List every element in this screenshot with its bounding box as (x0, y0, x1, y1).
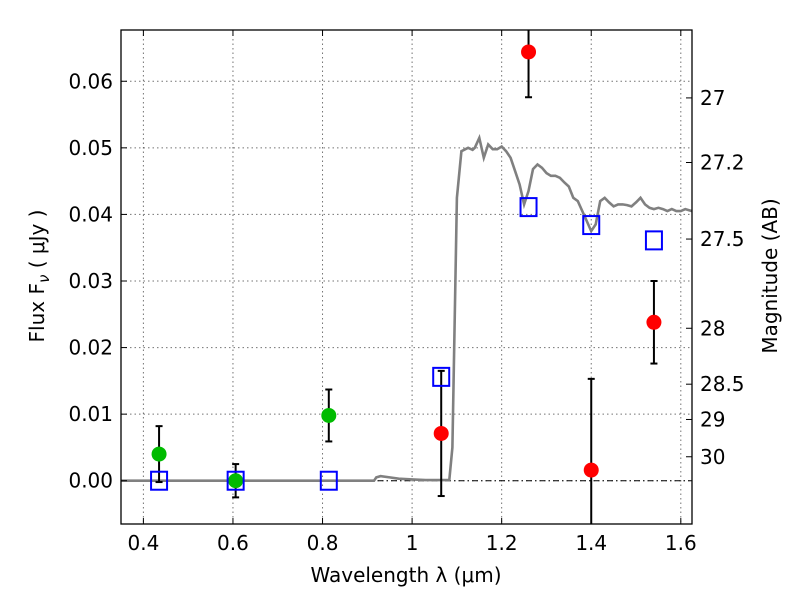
y-tick-label: 0.03 (68, 269, 113, 293)
y-axis-label-sub: ν (35, 275, 53, 283)
x-axis-ticks: 0.4 0.6 0.8 1 1.2 1.4 1.6 (127, 30, 697, 555)
data-point (646, 314, 662, 330)
y-tick-label: 0.02 (68, 336, 113, 360)
x-tick-label: 1.2 (486, 531, 518, 555)
data-point (583, 462, 599, 478)
y2-tick-label: 30 (700, 445, 725, 469)
spectrum-layer (121, 133, 693, 483)
model-spectrum-line (121, 133, 693, 483)
x-tick-label: 0.6 (217, 531, 249, 555)
model-box-marker (432, 366, 451, 387)
model-box-marker (226, 470, 245, 491)
y-axis-label-unit: ( μJy ) (25, 210, 49, 275)
y-axis-ticks: 0.00 0.01 0.02 0.03 0.04 0.05 0.06 (68, 69, 127, 493)
y2-tick-label: 28 (700, 316, 725, 340)
data-point (433, 425, 449, 441)
y2-tick-label: 28.5 (700, 372, 745, 396)
y-tick-label: 0.01 (68, 402, 113, 426)
y-tick-label: 0.06 (68, 69, 113, 93)
data-point (228, 473, 244, 489)
model-box-marker (319, 470, 338, 491)
y2-tick-label: 29 (700, 407, 725, 431)
data-point (521, 44, 537, 60)
x-axis-label: Wavelength λ (μm) (310, 563, 501, 587)
y-tick-label: 0.04 (68, 202, 113, 226)
x-tick-label: 1.6 (665, 531, 697, 555)
model-box-marker (150, 470, 169, 491)
y-tick-label: 0.00 (68, 469, 113, 493)
y-axis-label-main: Flux F (25, 283, 49, 342)
x-tick-label: 0.4 (127, 531, 159, 555)
y2-tick-label: 27.2 (700, 150, 745, 174)
data-point (321, 407, 337, 423)
y-tick-label: 0.05 (68, 136, 113, 160)
plot-frame (120, 29, 693, 525)
data-point (151, 446, 167, 462)
x-tick-label: 1 (406, 531, 419, 555)
y2-axis-label: Magnitude (AB) (758, 198, 782, 353)
y2-tick-label: 27 (700, 86, 725, 110)
model-box-marker (519, 197, 538, 218)
grid-lines (121, 30, 692, 524)
x-tick-label: 0.8 (307, 531, 339, 555)
model-box-marker (582, 215, 601, 236)
y2-axis-ticks: 27 27.2 27.5 28 28.5 29 30 (686, 86, 745, 469)
y2-tick-label: 27.5 (700, 227, 745, 251)
y-axis-label: Flux Fν ( μJy ) (25, 210, 53, 343)
data-points (150, 30, 663, 524)
model-box-marker (644, 230, 663, 251)
x-tick-label: 1.4 (575, 531, 607, 555)
